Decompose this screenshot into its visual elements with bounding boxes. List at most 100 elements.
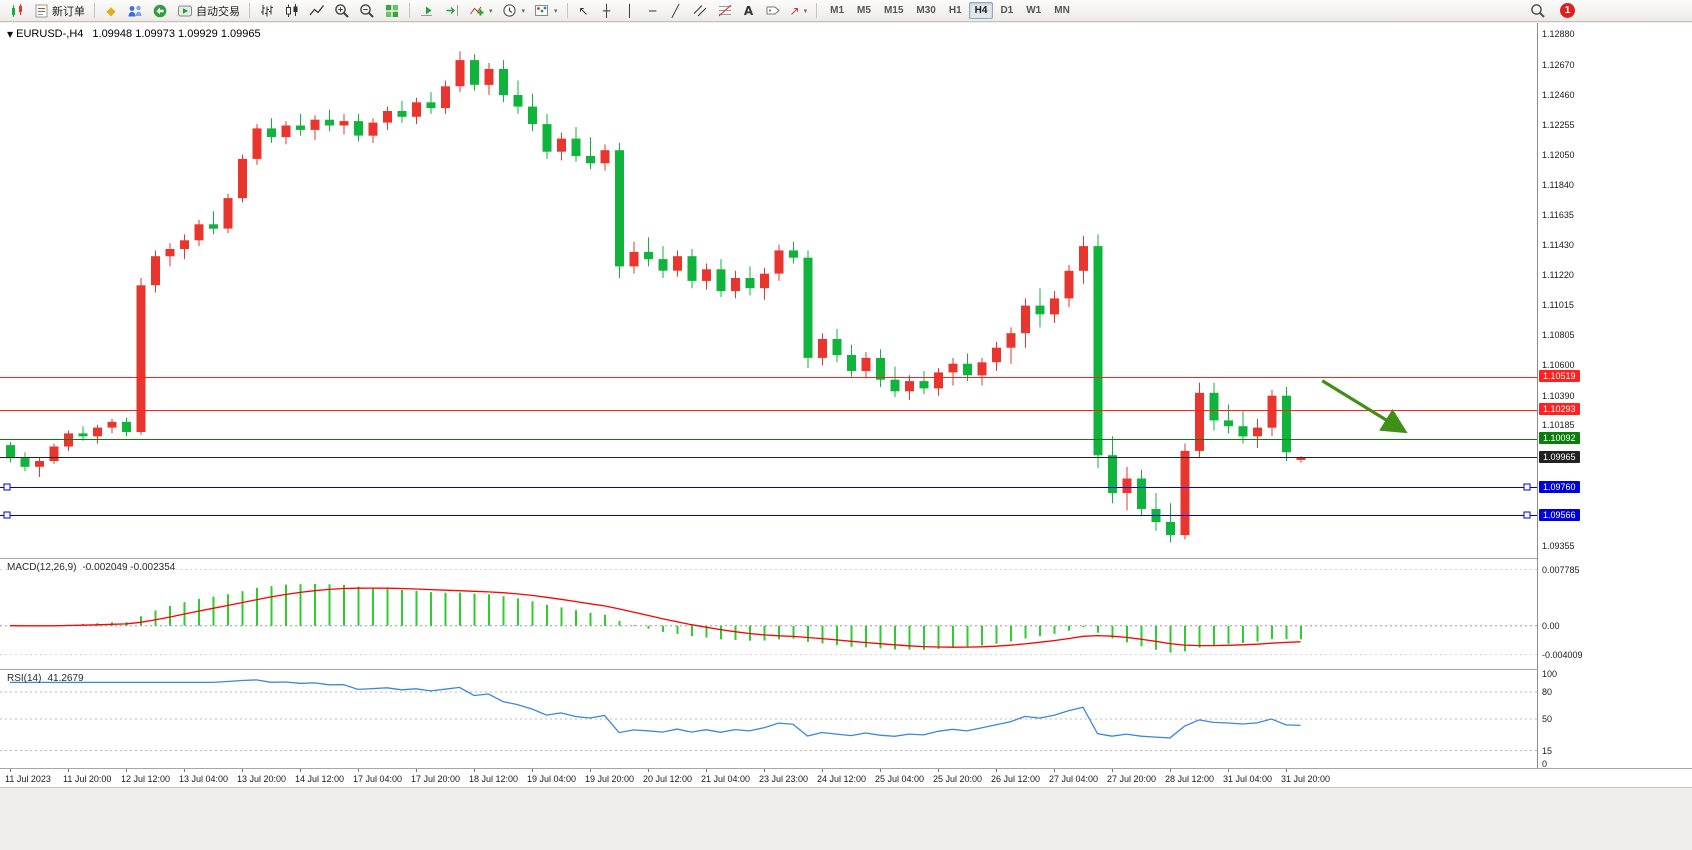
auto-scroll-button[interactable] [415, 1, 439, 21]
rsi-axis-label: 0 [1542, 759, 1548, 769]
time-axis-tick [184, 769, 185, 772]
timeframe-h4-button[interactable]: H4 [968, 2, 994, 19]
price-axis-label: 1.10805 [1542, 330, 1575, 341]
price-axis[interactable]: 1.12880 1.12670 1.12460 1.12255 1.12050 1.118… [1537, 23, 1692, 769]
time-axis-label: 28 Jul 12:00 [1165, 774, 1215, 784]
crosshair-icon: ┼ [602, 3, 611, 18]
navigator-button[interactable] [148, 1, 172, 21]
line-chart-mode-button[interactable] [305, 1, 329, 21]
new-order-button[interactable]: 新订单 [30, 1, 89, 21]
new-chart-button[interactable] [5, 1, 29, 21]
candle-body [542, 124, 552, 152]
candle-body [1267, 395, 1277, 428]
line-handle[interactable] [3, 483, 11, 491]
timeframe-m1-button[interactable]: M1 [830, 5, 845, 16]
indicators-button[interactable]: ▾ [465, 1, 497, 21]
time-axis-label: 23 Jul 23:00 [759, 774, 809, 784]
time-axis-label: 13 Jul 20:00 [237, 774, 287, 784]
text-icon: A [743, 3, 754, 18]
horizontal-line-icon: ─ [648, 3, 657, 18]
price-axis-label: 1.11635 [1542, 209, 1574, 220]
time-axis-tick [1228, 769, 1229, 772]
line-handle[interactable] [1523, 511, 1531, 519]
time-axis-tick [474, 769, 475, 772]
notification-badge[interactable]: 1 [1560, 3, 1575, 18]
time-axis-tick [764, 769, 765, 772]
candle-body [180, 240, 189, 249]
cursor-icon: ↖ [578, 3, 589, 18]
timeframe-mn-button[interactable]: MN [1054, 5, 1070, 16]
candle-body [136, 285, 146, 432]
candle-body [644, 251, 653, 260]
time-axis-label: 25 Jul 04:00 [875, 774, 925, 784]
rsi-panel[interactable]: RSI(14) 41.2679 [0, 669, 1537, 768]
zoom-out-button[interactable] [355, 1, 379, 21]
search-button[interactable] [1526, 1, 1550, 21]
toolbar-right-group: 1 [1526, 1, 1575, 21]
crosshair-tool-button[interactable]: ┼ [596, 1, 618, 21]
price-axis-label: 1.12255 [1542, 119, 1575, 130]
timeframe-m15-button[interactable]: M15 [883, 5, 904, 16]
data-window-button[interactable] [123, 1, 147, 21]
one-click-trading-toggle[interactable]: ▼ [7, 30, 14, 39]
macd-panel[interactable]: MACD(12,26,9) -0.002049 -0.002354 [0, 558, 1537, 669]
templates-button[interactable]: ▾ [530, 1, 562, 21]
candle-body [1006, 333, 1016, 348]
price-axis-label: 1.11015 [1542, 299, 1574, 310]
fibonacci-tool-button[interactable] [713, 1, 737, 21]
line-handle[interactable] [1523, 483, 1531, 491]
periods-button[interactable]: ▾ [498, 1, 530, 21]
tile-windows-button[interactable] [380, 1, 404, 21]
zoom-in-button[interactable] [330, 1, 354, 21]
timeframe-w1-button[interactable]: W1 [1026, 5, 1042, 16]
candle-body [35, 461, 44, 467]
price-badge: 1.10092 [1539, 432, 1580, 445]
candle-body [1064, 270, 1074, 299]
trend-arrow-annotation[interactable] [1321, 379, 1408, 434]
text-tool-button[interactable]: A [738, 1, 760, 21]
macd-canvas[interactable] [0, 559, 1537, 669]
time-axis[interactable]: 11 Jul 2023 11 Jul 20:00 12 Jul 12:00 13 Ju… [0, 768, 1692, 787]
channel-tool-button[interactable] [688, 1, 712, 21]
time-axis-tick [706, 769, 707, 772]
time-axis-label: 13 Jul 04:00 [179, 774, 229, 784]
main-chart-canvas[interactable] [0, 23, 1537, 558]
chart-shift-button[interactable] [440, 1, 464, 21]
candle-body [484, 68, 494, 85]
time-axis-label: 18 Jul 12:00 [469, 774, 519, 784]
timeframe-m30-button[interactable]: M30 [916, 5, 936, 16]
candle-body [948, 363, 958, 373]
candle-body [194, 224, 204, 241]
candle-body [774, 250, 784, 274]
rsi-canvas[interactable] [0, 670, 1537, 768]
chevron-down-icon: ▾ [554, 6, 558, 15]
arrows-tool-button[interactable]: ↗ ▾ [786, 1, 812, 21]
vertical-line-tool-button[interactable]: │ [619, 1, 641, 21]
candle-body [339, 121, 349, 126]
horizontal-line-tool-button[interactable]: ─ [642, 1, 664, 21]
bar-chart-mode-button[interactable] [255, 1, 279, 21]
bar-chart-mode-icon [261, 5, 273, 17]
trendline-tool-button[interactable]: ╱ [665, 1, 687, 21]
timeframe-d1-button[interactable]: D1 [1000, 5, 1014, 16]
candle-body [745, 278, 755, 289]
candlestick-mode-button[interactable] [280, 1, 304, 21]
rsi-value: 41.2679 [47, 673, 84, 684]
text-label-icon [766, 6, 780, 15]
cursor-tool-button[interactable]: ↖ [573, 1, 595, 21]
timeframe-m5-button[interactable]: M5 [857, 5, 871, 16]
price-axis-label: 1.12880 [1542, 29, 1575, 39]
candle-body [209, 224, 218, 229]
candle-body [296, 125, 305, 130]
timeframe-h1-button[interactable]: H1 [948, 5, 962, 16]
text-label-tool-button[interactable] [761, 1, 785, 21]
autotrading-button[interactable]: 自动交易 [173, 1, 244, 21]
arrows-icon: ↗ [789, 3, 800, 18]
market-watch-button[interactable]: ◆ [100, 1, 122, 21]
candle-body [1282, 395, 1291, 453]
price-axis-label: 1.11430 [1542, 239, 1574, 250]
zoom-out-icon [360, 3, 374, 18]
main-chart-panel[interactable]: ▼ EURUSD-,H4 1.09948 1.09973 1.09929 1.099… [0, 23, 1537, 558]
line-handle[interactable] [3, 511, 11, 519]
time-axis-label: 11 Jul 20:00 [63, 774, 112, 784]
